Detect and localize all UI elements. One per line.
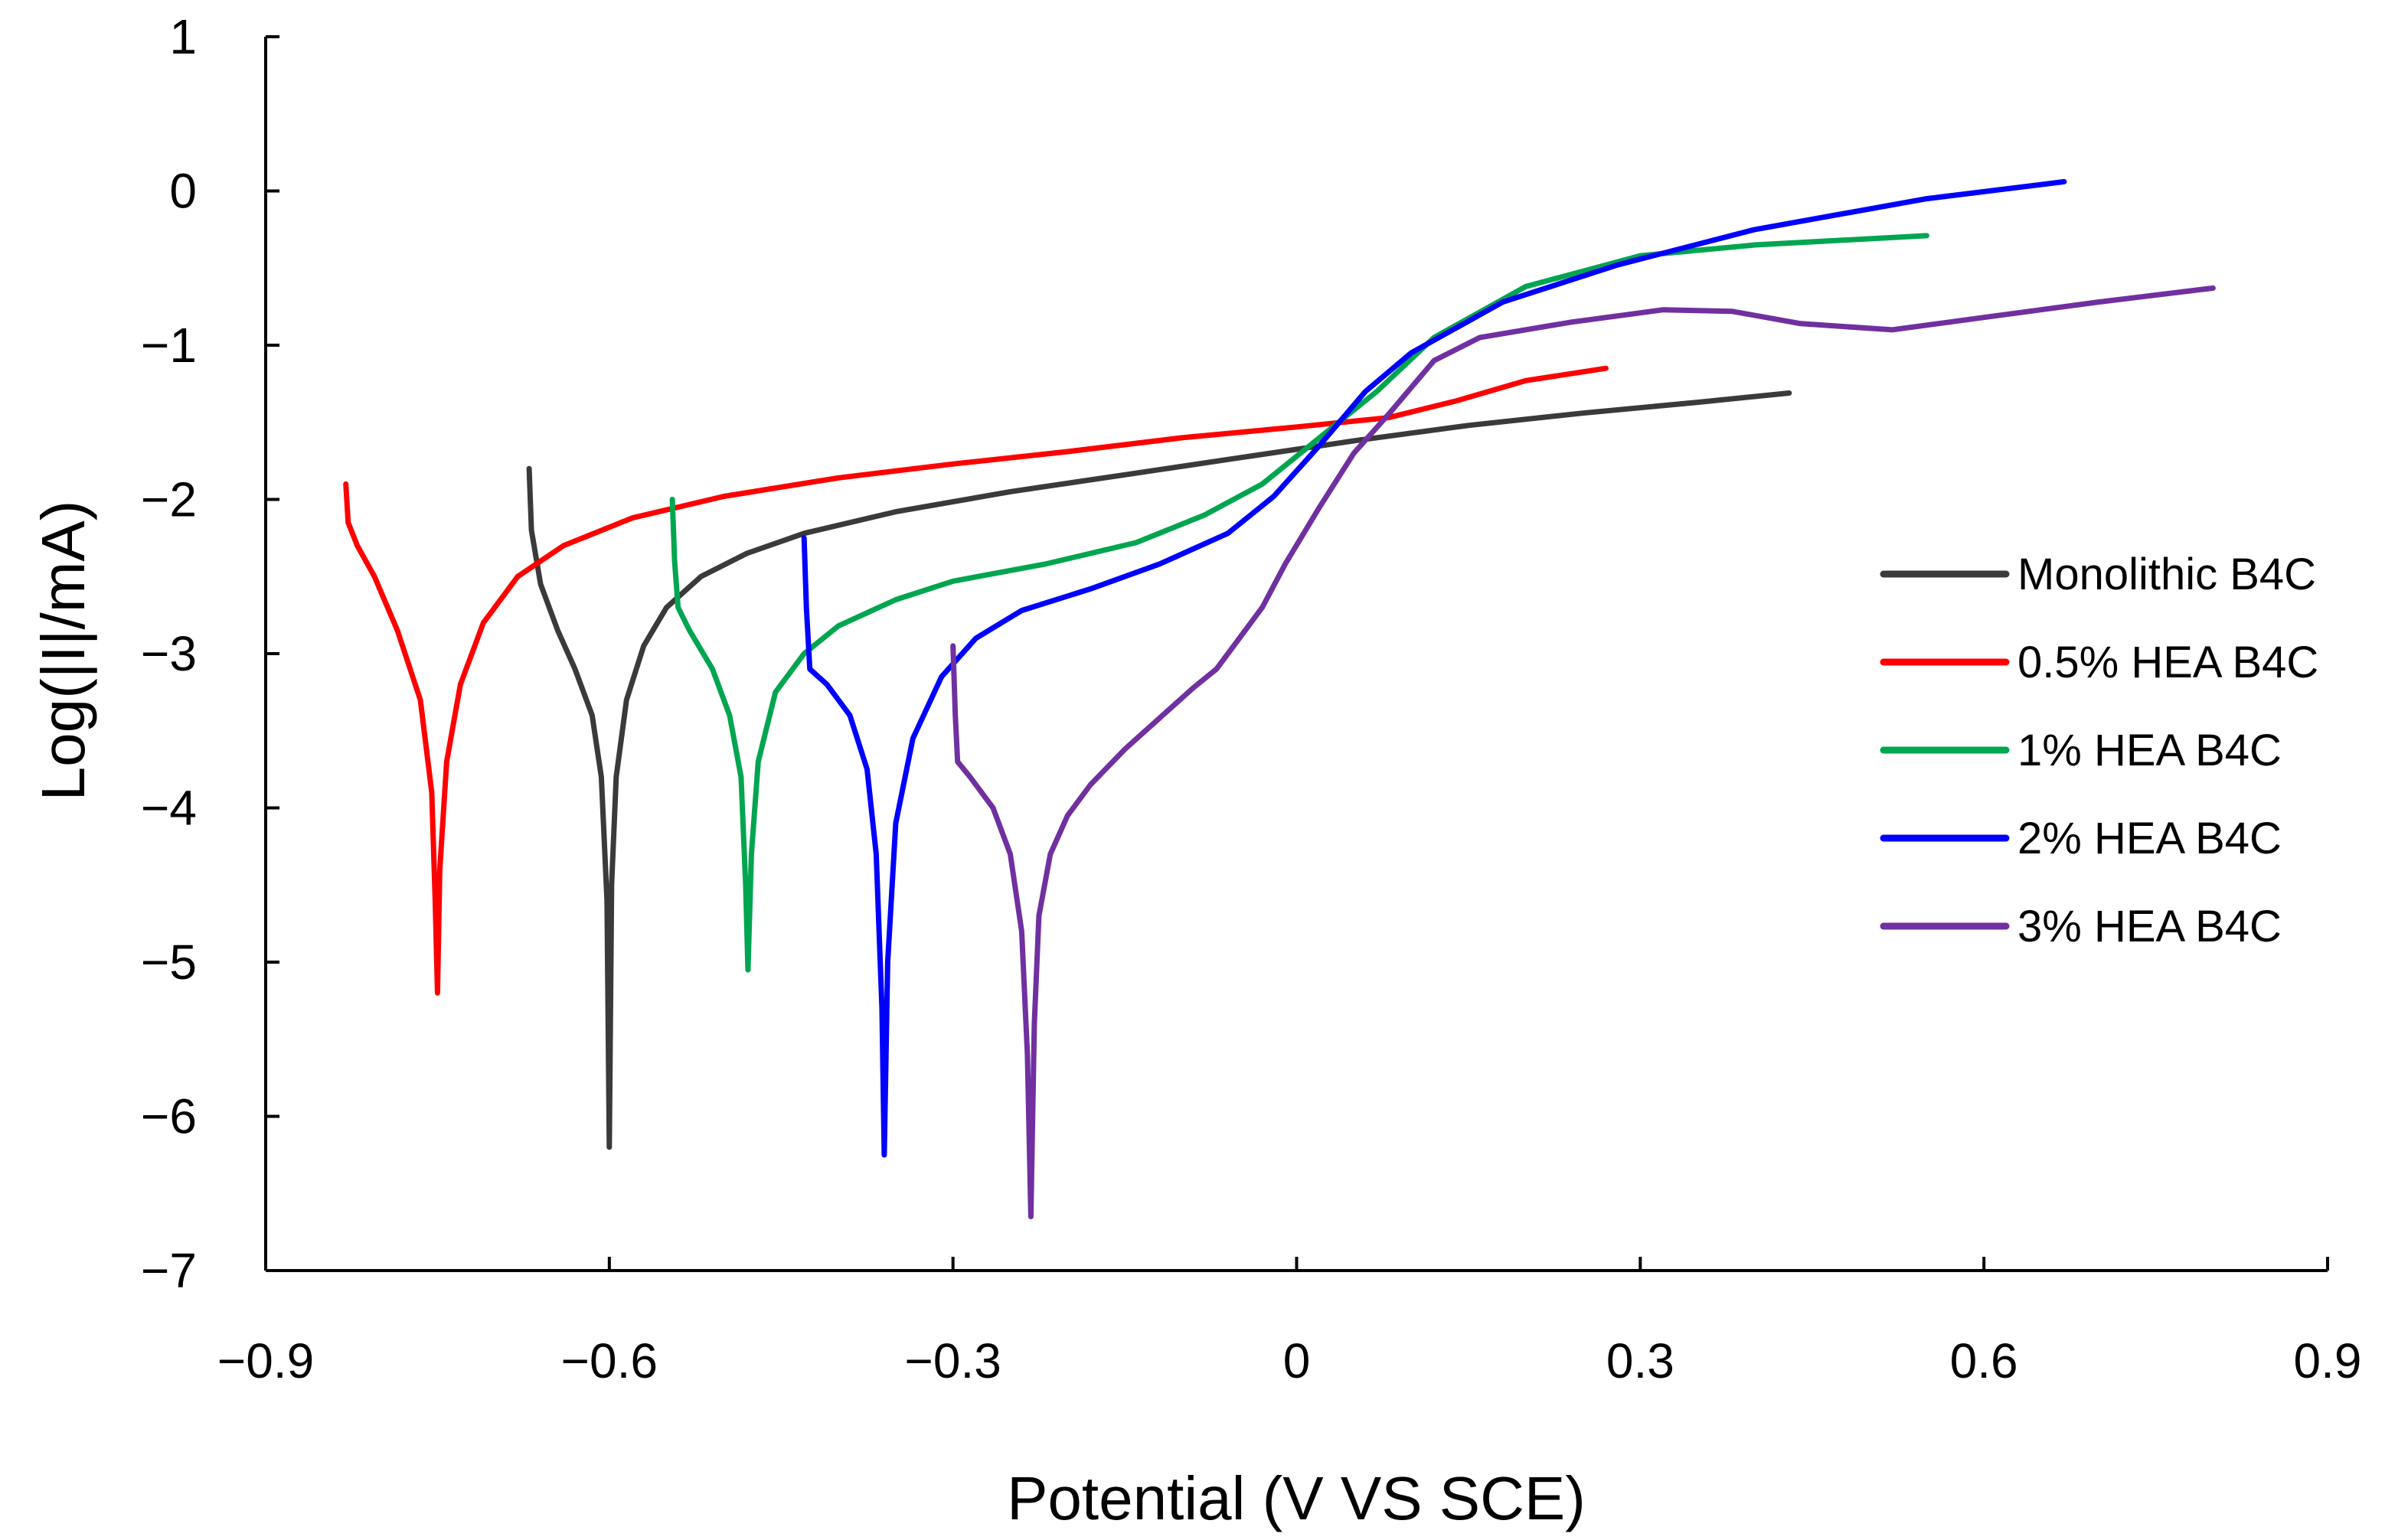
series-line-0-5-hea-b4c xyxy=(343,365,1609,996)
legend-label-3-hea-b4c: 3% HEA B4C xyxy=(2017,902,2282,951)
series-line-1-hea-b4c xyxy=(669,233,1929,973)
x-ticks: −0.9 −0.6 −0.3 0 0.3 0.6 0.9 xyxy=(217,1257,2362,1388)
x-tick-label: −0.3 xyxy=(904,1333,1001,1388)
y-tick-label: −1 xyxy=(141,318,197,373)
y-tick-label: −3 xyxy=(141,626,197,681)
series-line-2-hea-b4c xyxy=(801,178,2067,1158)
legend-label-0-5-hea-b4c: 0.5% HEA B4C xyxy=(2017,638,2318,687)
x-axis-title: Potential (V VS SCE) xyxy=(1007,1464,1586,1532)
y-tick-label: −2 xyxy=(141,472,197,527)
x-tick-label: −0.9 xyxy=(217,1333,314,1388)
legend-label-monolithic-b4c: Monolithic B4C xyxy=(2017,550,2316,599)
x-tick-label: 0.9 xyxy=(2294,1333,2362,1388)
series-line-3-hea-b4c xyxy=(950,285,2216,1219)
y-axis-title: Log(|I|/mA) xyxy=(29,501,97,801)
y-tick-label: −5 xyxy=(141,935,197,990)
legend-label-2-hea-b4c: 2% HEA B4C xyxy=(2017,814,2282,863)
legend: Monolithic B4C 0.5% HEA B4C 1% HEA B4C 2% H… xyxy=(1880,550,2318,951)
x-tick-label: 0.6 xyxy=(1950,1333,2018,1388)
x-tick-label: −0.6 xyxy=(561,1333,658,1388)
y-tick-label: 0 xyxy=(169,164,197,219)
y-tick-label: 1 xyxy=(169,9,197,64)
y-ticks: 1 0 −1 −2 −3 −4 −5 −6 −7 xyxy=(141,9,279,1298)
x-tick-label: 0.3 xyxy=(1606,1333,1674,1388)
series-line-monolithic-b4c xyxy=(526,390,1792,1150)
y-tick-label: −7 xyxy=(141,1243,197,1298)
legend-label-1-hea-b4c: 1% HEA B4C xyxy=(2017,726,2282,775)
y-tick-label: −6 xyxy=(141,1089,197,1144)
y-tick-label: −4 xyxy=(141,781,197,836)
series-lines xyxy=(343,178,2216,1219)
x-tick-label: 0 xyxy=(1283,1333,1311,1388)
